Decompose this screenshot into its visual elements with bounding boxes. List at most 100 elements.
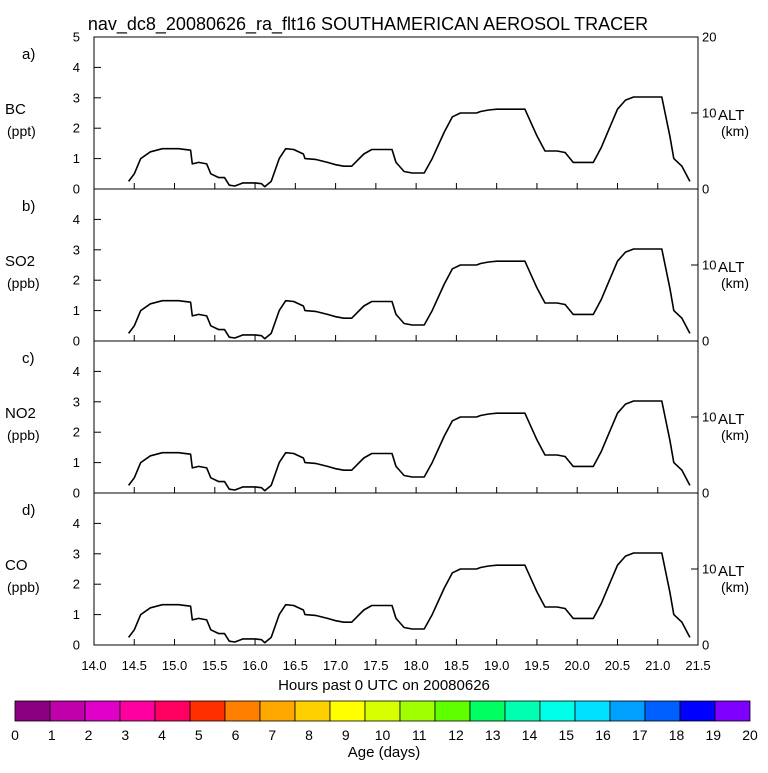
x-tick-label: 16.0 — [242, 658, 267, 673]
panel-4: 0 1 2 3 4 0 10 d) CO (ppb) ALT(km) — [5, 492, 749, 653]
y2-axis-unit: (km) — [721, 579, 749, 595]
colorbar-tick-label: 12 — [448, 727, 464, 743]
y2-axis-unit: (km) — [721, 275, 749, 291]
y-axis-label: BC — [5, 101, 26, 118]
y2-axis-label: ALT — [718, 259, 744, 276]
y2-axis-unit: (km) — [721, 427, 749, 443]
y-tick-label: 2 — [73, 273, 80, 288]
y-tick-label: 2 — [73, 577, 80, 592]
x-tick-label: 21.5 — [685, 658, 710, 673]
colorbar-tick-label: 6 — [232, 727, 240, 743]
y-tick-label: 4 — [73, 364, 80, 379]
colorbar-tick-label: 11 — [412, 727, 427, 743]
x-tick-label: 14.0 — [81, 658, 106, 673]
colorbar-swatch — [539, 700, 576, 722]
panel-frame — [93, 340, 699, 494]
colorbar-swatch — [119, 700, 156, 722]
y-tick-label: 5 — [73, 30, 80, 45]
colorbar-tick-label: 4 — [158, 727, 166, 743]
y-tick-label: 2 — [73, 425, 80, 440]
y2-tick-label: 10 — [702, 562, 716, 577]
x-tick-label: 15.5 — [202, 658, 227, 673]
panel-label: b) — [22, 198, 35, 215]
y2-tick-label: 20 — [702, 30, 716, 45]
colorbar-swatch — [329, 700, 366, 722]
colorbar-swatch — [504, 700, 541, 722]
y2-tick-label: 10 — [702, 106, 716, 121]
colorbar-tick-label: 13 — [485, 727, 501, 743]
colorbar-tick-label: 10 — [375, 727, 391, 743]
colorbar-tick-label: 0 — [11, 727, 19, 743]
panels-group: 01234501020a)BC(ppt)ALT(km)01234010b)SO2… — [5, 30, 749, 653]
altitude-line — [127, 96, 691, 188]
x-tick-label: 15.0 — [162, 658, 187, 673]
colorbar-tick-label: 18 — [669, 727, 685, 743]
colorbar-tick-label: 2 — [85, 727, 93, 743]
y-axis-unit: (ppb) — [7, 579, 40, 595]
y-tick-label: 3 — [73, 546, 80, 561]
panel-3: 0 1 2 3 4 0 10 c) NO2 (ppb) ALT(km) — [5, 340, 749, 501]
y-axis-unit: (ppb) — [7, 275, 40, 291]
panel-label: d) — [22, 502, 35, 519]
y-tick-label: 0 — [73, 638, 80, 653]
colorbar-tick-label: 15 — [558, 727, 574, 743]
altitude-line — [127, 248, 691, 340]
colorbar-tick-label: 14 — [522, 727, 538, 743]
colorbar-swatch — [434, 700, 471, 722]
y-tick-label: 0 — [73, 486, 80, 501]
altitude-line — [127, 552, 691, 644]
y-tick-label: 1 — [73, 151, 80, 166]
colorbar-swatch — [574, 700, 611, 722]
panel-frame — [93, 492, 699, 646]
colorbar-tick-label: 3 — [121, 727, 129, 743]
colorbar-swatch — [154, 700, 191, 722]
age-colorbar: 0 1 2 3 4 5 6 7 8 9 10 11 12 13 14 15 16 17 18 19 20 — [11, 700, 758, 743]
colorbar-swatch — [259, 700, 296, 722]
y-tick-label: 4 — [73, 60, 80, 75]
colorbar-tick-label: 5 — [195, 727, 203, 743]
y2-tick-label: 10 — [702, 258, 716, 273]
colorbar-tick-label: 8 — [305, 727, 313, 743]
y2-axis-label: ALT — [718, 411, 744, 428]
colorbar-swatch — [399, 700, 436, 722]
altitude-line — [127, 400, 691, 492]
panel-label: c) — [22, 350, 35, 367]
x-tick-label: 18.0 — [403, 658, 428, 673]
colorbar-tick-label: 1 — [48, 727, 56, 743]
y-axis-label: SO2 — [5, 253, 35, 270]
colorbar-swatch — [679, 700, 716, 722]
x-tick-label: 20.0 — [565, 658, 590, 673]
colorbar-swatch — [364, 700, 401, 722]
y-tick-label: 3 — [73, 394, 80, 409]
colorbar-tick-label: 9 — [342, 727, 350, 743]
x-tick-label: 16.5 — [283, 658, 308, 673]
colorbar-swatch — [644, 700, 681, 722]
y-axis-label: NO2 — [5, 405, 36, 422]
colorbar-swatch — [49, 700, 86, 722]
y-tick-label: 1 — [73, 303, 80, 318]
colorbar-swatch — [609, 700, 646, 722]
colorbar-swatch — [224, 700, 261, 722]
panel-2: 0 1 2 3 4 0 10 b) SO2 (ppb) ALT(km) — [5, 188, 749, 349]
x-tick-label: 18.5 — [444, 658, 469, 673]
y2-tick-label: 10 — [702, 410, 716, 425]
colorbar-swatch — [294, 700, 331, 722]
y-axis-unit: (ppb) — [7, 427, 40, 443]
y2-tick-label: 0 — [702, 638, 709, 653]
colorbar-tick-label: 20 — [742, 727, 758, 743]
y2-axis-unit: (km) — [721, 123, 749, 139]
y2-tick-label: 0 — [702, 182, 709, 197]
x-tick-label: 17.0 — [323, 658, 348, 673]
y-tick-label: 3 — [73, 242, 80, 257]
colorbar-tick-label: 17 — [632, 727, 648, 743]
y2-axis-label: ALT — [718, 563, 744, 580]
x-tick-label: 19.5 — [524, 658, 549, 673]
x-tick-label: 19.0 — [484, 658, 509, 673]
colorbar-swatch — [714, 700, 751, 722]
colorbar-swatch — [469, 700, 506, 722]
panel-frame — [93, 36, 699, 190]
y-tick-label: 0 — [73, 182, 80, 197]
panel-label: a) — [22, 46, 35, 63]
